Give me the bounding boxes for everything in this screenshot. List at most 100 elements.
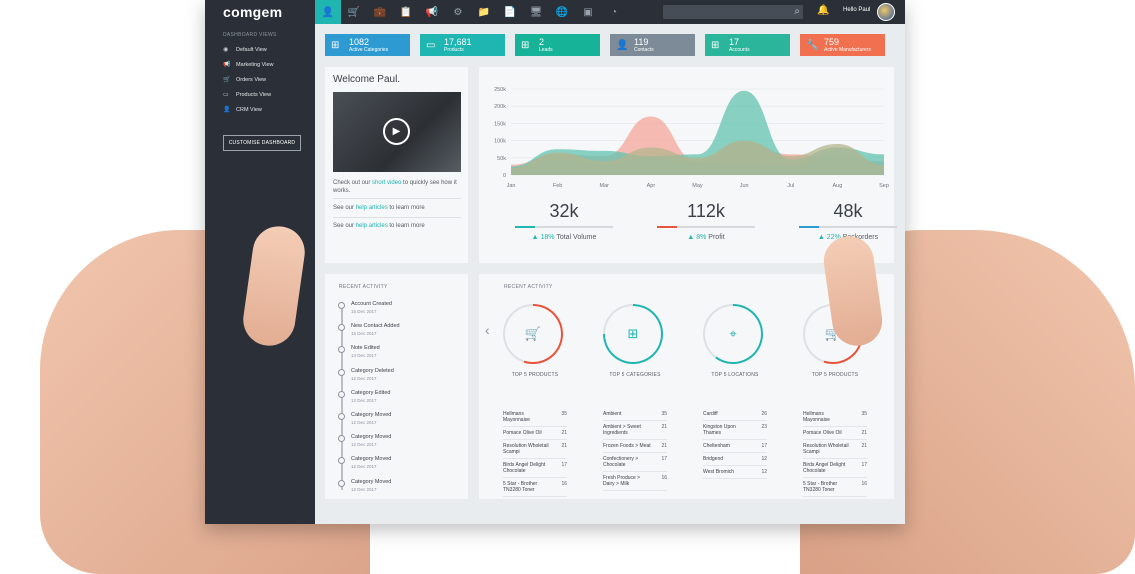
list-item[interactable]: Bridgend 12 bbox=[703, 453, 767, 466]
logo: comgem bbox=[223, 4, 283, 20]
pin-icon: ⌖ bbox=[729, 326, 737, 341]
stat-tile[interactable]: 🔧 759 Active Manufacturers bbox=[800, 34, 885, 56]
list-item[interactable]: Pomace Olive Oil 21 bbox=[503, 427, 567, 440]
play-icon[interactable]: ▶ bbox=[383, 118, 410, 145]
list-item[interactable]: Birds Angel Delight Chocolate 17 bbox=[503, 459, 567, 478]
monitor-icon[interactable]: 🖥 bbox=[529, 6, 543, 18]
top-five-list: Hellmans Mayonnaise 35 Pomace Olive Oil 21 R… bbox=[803, 408, 867, 497]
sidebar-item-marketing-view[interactable]: 📢 Marketing View bbox=[205, 57, 315, 72]
kpi-value: 32k bbox=[549, 201, 579, 221]
timeline-date: 12 Dec 2017 bbox=[351, 420, 377, 425]
help-articles-link[interactable]: help articles bbox=[355, 205, 388, 211]
user-greeting[interactable]: Hello Paul bbox=[843, 7, 871, 13]
list-item[interactable]: Confectionery > Chocolate 17 bbox=[603, 453, 667, 472]
list-item[interactable]: 5 Star - Brother TN3280 Toner 16 bbox=[503, 478, 567, 497]
item-count: 21 bbox=[561, 443, 567, 449]
list-item[interactable]: Resolution Wholetail Scampi 21 bbox=[803, 440, 867, 459]
progress-ring[interactable]: 🛒 bbox=[503, 304, 563, 364]
avatar[interactable] bbox=[877, 3, 895, 21]
top-five-column: ⌖ TOP 5 LOCATIONS bbox=[703, 304, 771, 378]
sidebar-item-default-view[interactable]: ◉ Default View bbox=[205, 42, 315, 57]
video-thumbnail[interactable]: ▶ bbox=[333, 92, 461, 172]
timeline-date: 12 Dec 2017 bbox=[351, 375, 377, 381]
progress-ring[interactable]: ⊞ bbox=[603, 304, 663, 364]
list-item[interactable]: West Bromich 12 bbox=[703, 466, 767, 479]
hierarchy-icon: ⊞ bbox=[331, 39, 340, 51]
stat-tile[interactable]: ⊞ 1082 Active Categories bbox=[325, 34, 410, 56]
list-item[interactable]: Resolution Wholetail Scampi 21 bbox=[503, 440, 567, 459]
list-item[interactable]: 5 Star - Brother TN3280 Toner 16 bbox=[803, 478, 867, 497]
list-item[interactable]: Fresh Produce > Dairy > Milk 16 bbox=[603, 472, 667, 491]
area-series-3[interactable] bbox=[511, 140, 884, 175]
image-icon[interactable]: ▣ bbox=[583, 6, 593, 18]
document-icon[interactable]: 📄 bbox=[503, 6, 517, 18]
item-name: Ambient > Sweet Ingredients bbox=[603, 424, 641, 436]
item-count: 16 bbox=[561, 481, 567, 487]
arrow-up-icon: ▲ bbox=[817, 234, 827, 241]
timeline-date: 12 Dec 2017 bbox=[351, 486, 377, 492]
list-item[interactable]: Cardiff 26 bbox=[703, 408, 767, 421]
globe-icon[interactable]: 🌐 bbox=[555, 6, 569, 18]
list-item[interactable]: Kingston Upon Thames 23 bbox=[703, 421, 767, 440]
item-name: Confectionery > Chocolate bbox=[603, 456, 639, 468]
customise-dashboard-button[interactable]: CUSTOMISE DASHBOARD bbox=[223, 135, 301, 151]
briefcase-icon[interactable]: 💼 bbox=[373, 6, 387, 18]
search-input[interactable]: ⌕ bbox=[663, 5, 803, 19]
item-name: Hellmans Mayonnaise bbox=[503, 411, 530, 423]
kpi-value: 112k bbox=[687, 201, 725, 221]
list-item[interactable]: Ambient 35 bbox=[603, 408, 667, 421]
cart-icon[interactable]: 🛒 bbox=[347, 6, 361, 18]
top-five-list: Hellmans Mayonnaise 35 Pomace Olive Oil 21 R… bbox=[503, 408, 567, 497]
x-tick-label: Jan bbox=[507, 183, 516, 189]
user-icon[interactable]: 👤 bbox=[315, 0, 341, 24]
sidebar-item-crm-view[interactable]: 👤 CRM View bbox=[205, 102, 315, 117]
list-item[interactable]: Cheltenham 17 bbox=[703, 440, 767, 453]
sidebar-item-products-view[interactable]: ▭ Products View bbox=[205, 87, 315, 102]
list-item[interactable]: Frozen Foods > Meat 21 bbox=[603, 440, 667, 453]
timeline-label: Category Moved bbox=[351, 478, 392, 485]
item-name: Resolution Wholetail Scampi bbox=[803, 443, 849, 455]
stat-value: 17 bbox=[729, 36, 740, 47]
sidebar-title: DASHBOARD VIEWS bbox=[223, 32, 277, 38]
bell-icon[interactable]: 🔔 bbox=[817, 5, 830, 16]
timeline-date: 15 Dec 2017 bbox=[351, 331, 377, 337]
pie-chart-icon[interactable]: ◔ bbox=[610, 6, 618, 18]
list-item[interactable]: Ambient > Sweet Ingredients 21 bbox=[603, 421, 667, 440]
carousel-prev-button[interactable]: ‹ bbox=[485, 322, 490, 338]
item-count: 17 bbox=[661, 456, 667, 462]
progress-ring[interactable]: ⌖ bbox=[703, 304, 763, 364]
kpi-underline bbox=[657, 226, 755, 228]
item-name: Birds Angel Delight Chocolate bbox=[803, 462, 846, 474]
timeline-label: Note Edited bbox=[351, 345, 380, 352]
clipboard-icon[interactable]: 📋 bbox=[399, 6, 413, 18]
timeline-date: 12 Dec 2017 bbox=[351, 397, 377, 403]
list-item[interactable]: Pomace Olive Oil 21 bbox=[803, 427, 867, 440]
tablet-screen: comgem 👤 🛒 💼 📋 📢 ⚙ 📁 📄 🖥 🌐 ▣ ◔ ⌕ 🔔 Hello Paul DASHB… bbox=[205, 0, 905, 524]
timeline-dot bbox=[338, 457, 345, 465]
sidebar-item-orders-view[interactable]: 🛒 Orders View bbox=[205, 72, 315, 87]
stat-tile[interactable]: ⊞ 17 Accounts bbox=[705, 34, 790, 56]
x-tick-label: Mar bbox=[600, 183, 610, 189]
item-count: 35 bbox=[561, 411, 567, 417]
sales-chart-card: 0 50k 100k 150k 200k 250k Jan Feb Mar Apr May Jun Ju… bbox=[479, 67, 897, 263]
area-chart: 0 50k 100k 150k 200k 250k Jan Feb Mar Apr May Jun Ju… bbox=[494, 87, 889, 189]
timeline-label: Category Edited bbox=[351, 389, 391, 396]
stat-tile[interactable]: ⊞ 2 Leads bbox=[515, 34, 600, 56]
megaphone-icon[interactable]: 📢 bbox=[425, 6, 439, 18]
area-series-2[interactable] bbox=[511, 90, 884, 175]
list-item[interactable]: Hellmans Mayonnaise 35 bbox=[803, 408, 867, 427]
short-video-link[interactable]: short video bbox=[372, 180, 402, 186]
item-name: Frozen Foods > Meat bbox=[603, 443, 651, 449]
list-item[interactable]: Hellmans Mayonnaise 35 bbox=[503, 408, 567, 427]
item-name: Resolution Wholetail Scampi bbox=[503, 443, 549, 455]
list-item[interactable]: Birds Angel Delight Chocolate 17 bbox=[803, 459, 867, 478]
box-icon: ▭ bbox=[426, 39, 436, 51]
gear-icon[interactable]: ⚙ bbox=[453, 6, 463, 18]
search-icon[interactable]: ⌕ bbox=[794, 6, 800, 17]
stat-tile[interactable]: 👤 119 Contacts bbox=[610, 34, 695, 56]
help-articles-link-2[interactable]: help articles bbox=[355, 223, 388, 229]
top-five-card: RECENT ACTIVITY ‹ 🛒 TOP 5 PRODUCTS Hellman… bbox=[479, 274, 894, 499]
folder-icon[interactable]: 📁 bbox=[477, 6, 491, 18]
item-name: Pomace Olive Oil bbox=[803, 430, 842, 436]
stat-tile[interactable]: ▭ 17,681 Products bbox=[420, 34, 505, 56]
